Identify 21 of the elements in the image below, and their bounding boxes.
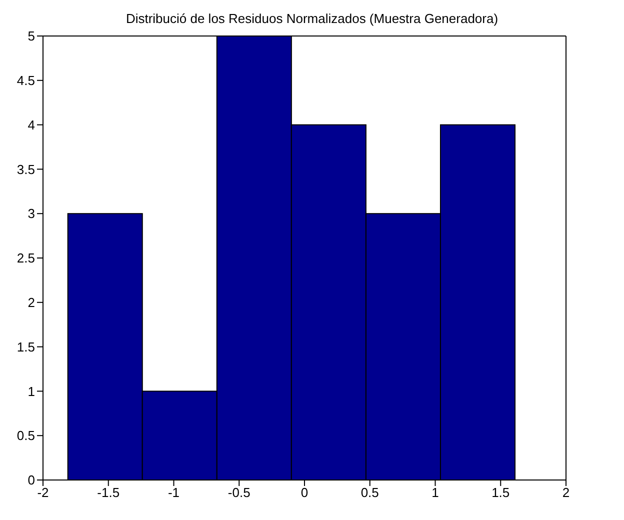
x-tick-label: 0: [300, 485, 308, 500]
y-tick-label: 5: [28, 28, 35, 44]
y-tick-label: 4: [28, 117, 35, 132]
y-tick-label: 2.5: [16, 250, 35, 266]
x-tick-label: 1.5: [492, 485, 510, 500]
y-tick-label: 0: [28, 472, 35, 488]
x-tick-label: 0.5: [360, 485, 379, 500]
x-tick-label: -0.5: [228, 485, 250, 500]
chart-title: Distribució de los Residuos Normalizados (Muestra Generadora): [124, 10, 500, 28]
y-tick-label: 1.5: [16, 339, 35, 354]
x-tick-label: -1: [168, 485, 180, 500]
x-tick-label: 1: [432, 485, 439, 500]
y-tick-label: 2: [28, 295, 35, 310]
y-tick-label: 3: [28, 206, 35, 222]
x-tick-label: -1.5: [97, 485, 120, 500]
y-tick-label: 0.5: [16, 428, 35, 444]
y-tick-label: 3.5: [16, 162, 35, 177]
x-tick-label: 2: [562, 485, 570, 500]
y-tick-label: 4.5: [16, 73, 35, 88]
x-tick-label: -2: [37, 485, 49, 500]
y-tick-label: 1: [28, 384, 35, 399]
